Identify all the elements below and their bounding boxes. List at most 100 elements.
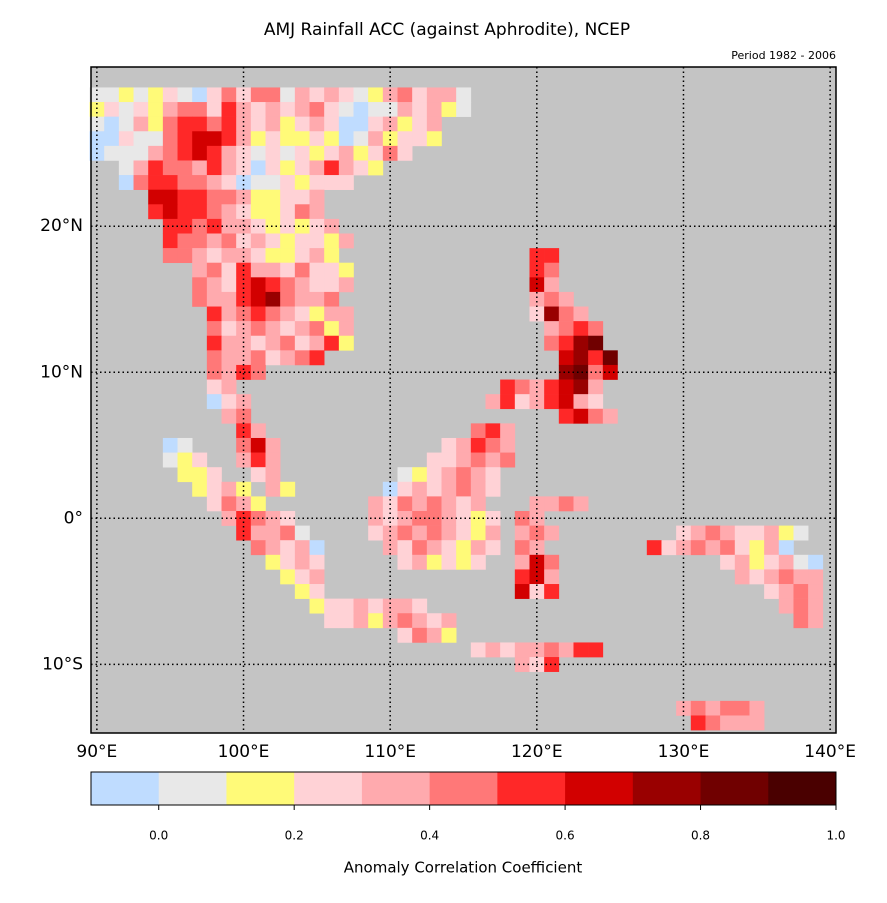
grid-cell: [280, 262, 296, 278]
colorbar-tick-label: 0.0: [149, 829, 168, 843]
y-tick-label: 10°S: [42, 654, 83, 674]
grid-cell: [426, 613, 442, 629]
grid-cell: [265, 218, 281, 234]
grid-cell: [544, 248, 560, 264]
grid-cell: [250, 262, 266, 278]
grid-cell: [412, 87, 428, 103]
colorbar-label: Anomaly Correlation Coefficient: [344, 859, 583, 877]
grid-cell: [294, 291, 310, 307]
grid-cell: [778, 554, 794, 570]
grid-cell: [294, 175, 310, 190]
grid-cell: [514, 540, 530, 556]
grid-cell: [162, 248, 178, 264]
grid-cell: [192, 131, 208, 147]
grid-cell: [309, 131, 325, 147]
grid-cell: [250, 350, 266, 366]
colorbar-tick-label: 0.6: [556, 829, 575, 843]
grid-cell: [514, 394, 530, 410]
grid-cell: [294, 145, 310, 161]
grid-cell: [705, 700, 721, 716]
grid-cell: [118, 116, 134, 132]
colorbar-swatch: [565, 772, 634, 805]
grid-cell: [236, 452, 252, 468]
grid-cell: [221, 379, 237, 395]
colorbar-swatch: [497, 772, 566, 805]
grid-cell: [280, 321, 296, 337]
map-frame: [90, 66, 837, 734]
grid-cell: [236, 160, 252, 176]
grid-cell: [236, 218, 252, 234]
grid-cell: [368, 598, 384, 614]
grid-cell: [118, 102, 134, 117]
grid-cell: [500, 642, 516, 658]
grid-cell: [500, 437, 516, 453]
grid-cell: [221, 145, 237, 161]
grid-cell: [192, 189, 208, 205]
grid-cell: [749, 554, 765, 570]
grid-cell: [808, 598, 824, 614]
grid-cell: [162, 116, 178, 132]
grid-cell: [148, 87, 164, 103]
grid-cell: [294, 584, 310, 599]
grid-cell: [309, 160, 325, 176]
grid-cell: [734, 540, 750, 556]
grid-cell: [221, 204, 237, 220]
grid-cell: [280, 160, 296, 176]
grid-cell: [456, 554, 472, 570]
grid-cell: [778, 540, 794, 556]
grid-cell: [382, 525, 398, 541]
grid-cell: [324, 248, 340, 264]
grid-cell: [309, 233, 325, 249]
grid-cell: [749, 525, 765, 541]
grid-cell: [133, 116, 149, 132]
grid-cell: [382, 131, 398, 147]
grid-cell: [412, 131, 428, 147]
grid-cell: [250, 160, 266, 176]
grid-cell: [426, 525, 442, 541]
grid-cell: [221, 350, 237, 366]
grid-cell: [250, 540, 266, 556]
grid-cell: [294, 321, 310, 337]
grid-cell: [514, 379, 530, 395]
grid-cell: [749, 700, 765, 716]
grid-cell: [441, 452, 457, 468]
grid-cell: [397, 540, 413, 556]
grid-cell: [382, 102, 398, 117]
grid-cell: [470, 423, 486, 439]
grid-cell: [426, 467, 442, 483]
grid-cell: [544, 394, 560, 410]
grid-cell: [441, 627, 457, 643]
grid-cell: [309, 554, 325, 570]
grid-cell: [250, 175, 266, 190]
grid-cell: [148, 160, 164, 176]
grid-cell: [500, 423, 516, 439]
grid-cell: [250, 306, 266, 322]
grid-cell: [221, 233, 237, 249]
grid-cell: [808, 554, 824, 570]
grid-cell: [573, 306, 589, 322]
grid-cell: [118, 131, 134, 147]
grid-cell: [338, 233, 354, 249]
grid-cell: [426, 627, 442, 643]
colorbar-swatch: [158, 772, 227, 805]
grid-cell: [206, 364, 222, 380]
grid-cell: [764, 525, 780, 541]
grid-cell: [236, 102, 252, 117]
x-tick-label: 100°E: [218, 742, 270, 762]
grid-cell: [192, 233, 208, 249]
grid-cell: [162, 218, 178, 234]
grid-cell: [382, 598, 398, 614]
grid-cell: [206, 277, 222, 293]
grid-cell: [162, 204, 178, 220]
grid-cell: [148, 189, 164, 205]
grid-cell: [368, 525, 384, 541]
grid-cell: [456, 452, 472, 468]
grid-cell: [353, 116, 369, 132]
grid-cell: [441, 87, 457, 103]
grid-cell: [265, 291, 281, 307]
grid-cell: [441, 467, 457, 483]
grid-cell: [250, 423, 266, 439]
grid-cell: [324, 321, 340, 337]
grid-cell: [720, 554, 736, 570]
grid-cell: [544, 335, 560, 351]
